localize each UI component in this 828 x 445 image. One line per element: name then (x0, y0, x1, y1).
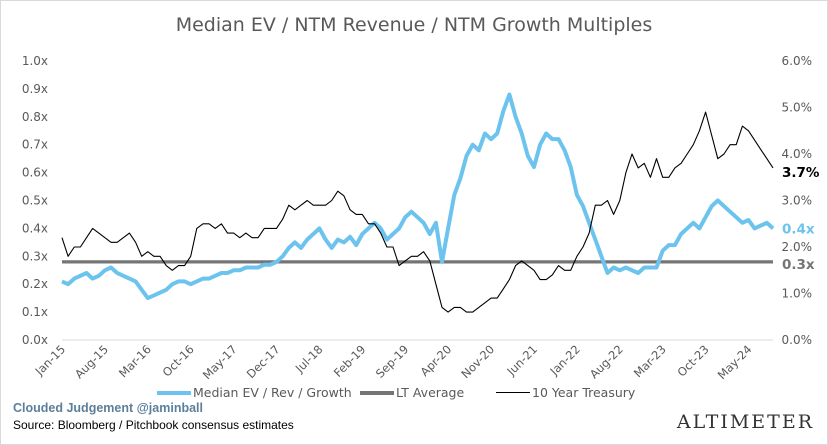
credit-text: Clouded Judgement @jaminball (13, 401, 203, 415)
y-left-tick-label: 0.1x (22, 305, 48, 319)
end-label-ev: 0.4x (782, 221, 815, 237)
x-tick-label: Aug-15 (72, 342, 111, 381)
y-right-tick-label: 1.0% (782, 287, 813, 301)
x-tick-label: May-17 (200, 342, 240, 382)
legend-item-treasury: 10 Year Treasury (496, 385, 635, 400)
legend-item-ev: Median EV / Rev / Growth (157, 385, 352, 400)
end-label-treasury: 3.7% (782, 165, 820, 181)
x-tick-label: May-24 (715, 342, 755, 382)
x-tick-label: Feb-19 (331, 342, 369, 380)
y-right-tick-label: 2.0% (782, 240, 813, 254)
legend-label-lt-average: LT Average (396, 385, 465, 400)
series-group (61, 92, 775, 313)
y-axis-right: 0.0% 1.0% 2.0% 3.0% 4.0% 5.0% 6.0% (782, 54, 813, 347)
y-left-tick-label: 0.4x (22, 221, 48, 235)
y-right-tick-label: 0.0% (782, 333, 813, 347)
y-left-tick-label: 0.6x (22, 166, 48, 180)
legend-swatch-ev (157, 390, 191, 395)
x-tick-label: Dec-17 (244, 342, 283, 381)
series-ev-rev-growth-line (61, 92, 775, 301)
legend-swatch-treasury (496, 392, 530, 393)
x-tick-label: Jan-22 (547, 342, 583, 378)
x-tick-label: Mar-23 (631, 342, 669, 380)
x-axis: Jan-15 Aug-15 Mar-16 Oct-16 May-17 Dec-17 Jul-… (32, 339, 773, 382)
x-tick-label: Apr-20 (418, 342, 455, 379)
chart-title: Median EV / NTM Revenue / NTM Growth Mul… (175, 14, 653, 36)
series-10yr-treasury-line (61, 111, 774, 313)
y-left-tick-label: 0.8x (22, 110, 48, 124)
end-labels: 0.4x 0.3x 3.7% (782, 165, 820, 273)
source-text: Source: Bloomberg / Pitchbook consensus … (13, 418, 294, 432)
x-tick-label: Jan-15 (32, 342, 68, 378)
y-left-tick-label: 0.9x (22, 82, 48, 96)
y-right-tick-label: 6.0% (782, 54, 813, 68)
brand-logo: ALTIMETER (676, 411, 814, 433)
y-left-tick-label: 0.7x (22, 138, 48, 152)
y-left-tick-label: 0.2x (22, 277, 48, 291)
x-tick-label: Jul-18 (292, 342, 326, 376)
legend-label-ev: Median EV / Rev / Growth (193, 385, 352, 400)
legend-swatch-lt-average (360, 390, 394, 395)
y-left-tick-label: 0.3x (22, 249, 48, 263)
x-tick-label: Oct-23 (674, 342, 711, 379)
y-right-tick-label: 3.0% (782, 194, 813, 208)
y-left-tick-label: 1.0x (22, 54, 48, 68)
legend-label-treasury: 10 Year Treasury (532, 385, 636, 400)
x-tick-label: Sep-19 (373, 342, 412, 381)
y-left-tick-label: 0.5x (22, 194, 48, 208)
x-tick-label: Oct-16 (160, 342, 197, 379)
x-tick-label: Nov-20 (458, 342, 497, 381)
y-axis-left: 0.0x 0.1x 0.2x 0.3x 0.4x 0.5x 0.6x 0.7x 0.8x 0.9x… (22, 54, 48, 347)
y-right-tick-label: 5.0% (782, 101, 813, 115)
x-tick-label: Aug-22 (587, 342, 626, 381)
y-left-tick-label: 0.0x (22, 333, 48, 347)
x-tick-label: Mar-16 (116, 342, 154, 380)
legend-item-lt-average: LT Average (360, 385, 464, 400)
x-tick-label: Jun-21 (503, 342, 540, 379)
y-right-tick-label: 4.0% (782, 147, 813, 161)
end-label-lt-average: 0.3x (782, 257, 815, 273)
